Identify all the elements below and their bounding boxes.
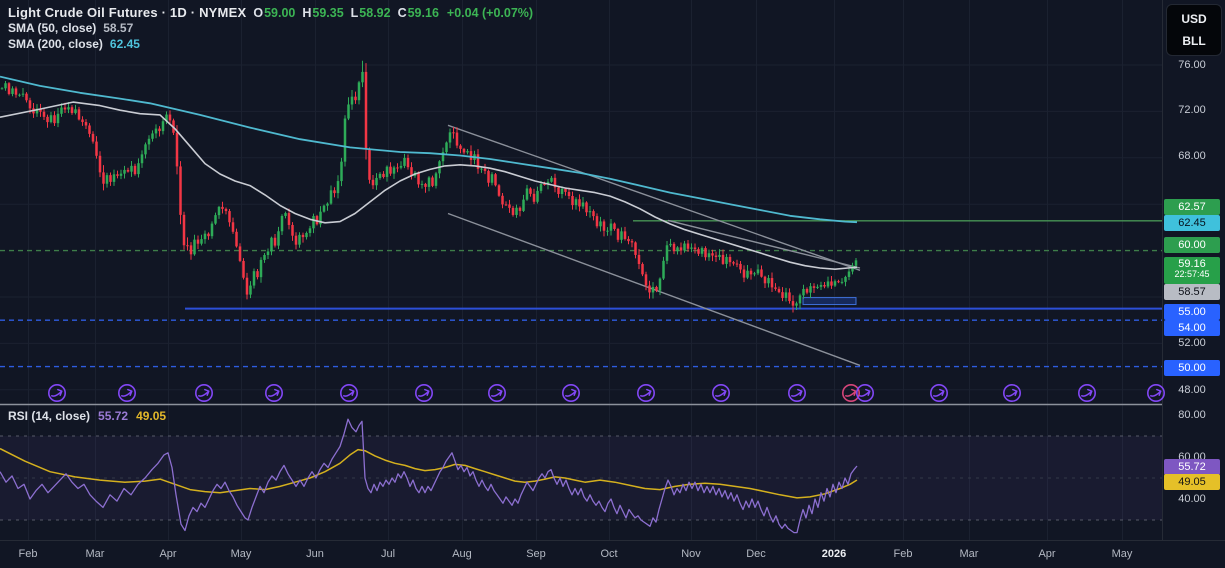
contract-event-icon[interactable] — [1147, 383, 1166, 402]
month-label: Jun — [306, 548, 324, 560]
contract-event-icon[interactable] — [339, 383, 358, 402]
currency-button[interactable]: USD — [1181, 12, 1207, 27]
month-label: Apr — [1038, 548, 1056, 560]
axis-label: 52.00 — [1178, 337, 1206, 349]
contract-event-icon[interactable] — [787, 383, 806, 402]
ohlc-close: C59.16 — [397, 6, 439, 20]
symbol-title: Light Crude Oil Futures · 1D · NYMEX — [8, 5, 247, 20]
price-label-box: 55.00 — [1164, 304, 1220, 320]
contract-event-icon[interactable] — [711, 383, 730, 402]
symbol-legend: Light Crude Oil Futures · 1D · NYMEX O59… — [8, 5, 533, 53]
axis-label: 72.00 — [1178, 104, 1206, 116]
month-label: Apr — [159, 548, 177, 560]
symbol-row: Light Crude Oil Futures · 1D · NYMEX O59… — [8, 5, 533, 21]
grid-lines — [0, 0, 1162, 540]
month-label: May — [230, 548, 252, 560]
price-label-box: 62.57 — [1164, 199, 1220, 215]
month-label: 2026 — [821, 548, 847, 560]
price-label-box: 50.00 — [1164, 360, 1220, 376]
sma50-value: 58.57 — [103, 21, 134, 35]
contract-event-icon[interactable] — [636, 383, 655, 402]
change-value: +0.04 (+0.07%) — [446, 6, 534, 20]
contract-event-icon[interactable] — [487, 383, 506, 402]
contract-event-icon[interactable] — [47, 383, 66, 402]
axis-label: 80.00 — [1178, 409, 1206, 421]
contract-event-icon[interactable] — [118, 383, 137, 402]
time-axis[interactable]: Feb Mar Apr May Jun Jul Aug Sep Oct Nov Dec 2026 Feb… — [0, 541, 1225, 568]
sma200-line — [0, 75, 858, 224]
price-label-box: 60.00 — [1164, 237, 1220, 253]
candles-layer — [0, 60, 858, 313]
month-label: Dec — [746, 548, 766, 560]
contract-event-icon[interactable] — [561, 383, 580, 402]
contract-event-icon[interactable] — [414, 383, 433, 402]
month-label: Feb — [893, 548, 913, 560]
month-label: May — [1111, 548, 1133, 560]
price-level-lines — [0, 220, 1162, 368]
rsi-value: 55.72 — [98, 409, 129, 423]
month-label: Sep — [526, 548, 546, 560]
rsi-line — [0, 418, 858, 534]
contract-event-icon[interactable] — [855, 383, 874, 402]
rsi-ma-value: 49.05 — [136, 409, 167, 423]
ohlc-low: L58.92 — [350, 6, 391, 20]
sma50-legend-row: SMA (50, close) 58.57 — [8, 21, 533, 37]
price-label-box: 49.05 — [1164, 474, 1220, 490]
unit-button[interactable]: BLL — [1182, 33, 1206, 48]
price-label-box: 62.45 — [1164, 215, 1220, 231]
price-label-box: 54.00 — [1164, 320, 1220, 336]
contract-event-icon[interactable] — [195, 383, 214, 402]
sma200-value: 62.45 — [109, 37, 140, 51]
sma50-line — [0, 101, 858, 270]
axis-label: 76.00 — [1178, 59, 1206, 71]
price-label-box: 58.57 — [1164, 284, 1220, 300]
unit-selector: USD BLL — [1166, 4, 1222, 56]
price-label-box: 59.16 22:57:45 — [1164, 257, 1220, 284]
contract-event-icon[interactable] — [264, 383, 283, 402]
month-label: Oct — [600, 548, 618, 560]
support-zone-box — [802, 297, 857, 306]
rsi-label: RSI (14, close) — [8, 409, 91, 423]
price-axis[interactable]: 76.00 72.00 68.00 52.00 48.00 80.00 60.00 40.00… — [1163, 0, 1225, 540]
countdown-timer: 22:57:45 — [1174, 269, 1210, 279]
month-label: Aug — [452, 548, 472, 560]
ohlc-high: H59.35 — [302, 6, 344, 20]
month-label: Feb — [18, 548, 38, 560]
rsi-legend: RSI (14, close) 55.72 49.05 — [8, 409, 166, 423]
month-label: Mar — [85, 548, 105, 560]
ohlc-open: O59.00 — [253, 6, 296, 20]
contract-event-icon[interactable] — [1002, 383, 1021, 402]
pane-separators — [0, 0, 1225, 541]
month-label: Jul — [380, 548, 396, 560]
contract-event-icon[interactable] — [929, 383, 948, 402]
contract-event-icon[interactable] — [841, 383, 860, 402]
month-label: Nov — [681, 548, 701, 560]
axis-label: 40.00 — [1178, 493, 1206, 505]
rsi-band — [0, 435, 1162, 521]
sma50-label: SMA (50, close) — [8, 21, 97, 35]
sma200-legend-row: SMA (200, close) 62.45 — [8, 37, 533, 53]
contract-event-icon[interactable] — [1078, 383, 1097, 402]
price-label-box: 55.72 — [1164, 459, 1220, 475]
axis-label: 68.00 — [1178, 150, 1206, 162]
axis-label: 48.00 — [1178, 384, 1206, 396]
month-label: Mar — [959, 548, 979, 560]
sma200-label: SMA (200, close) — [8, 37, 103, 51]
